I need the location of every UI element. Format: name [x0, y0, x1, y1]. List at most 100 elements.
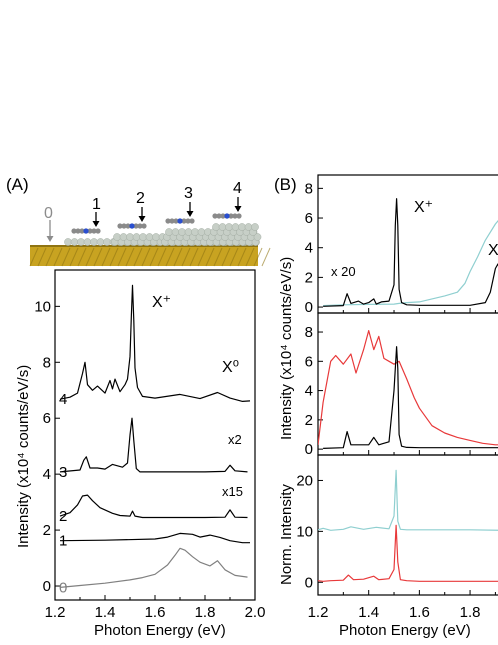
- molecule-atom: [75, 228, 81, 234]
- panel-b-x20-label: x 20: [331, 264, 356, 279]
- salt-atom: [171, 228, 180, 236]
- panel-a-x2-label: x2: [228, 432, 242, 447]
- panel-a-series-1: [59, 547, 248, 588]
- panel-a-x15-label: x15: [222, 484, 243, 499]
- molecule-atom: [121, 223, 127, 229]
- salt-atom: [83, 238, 92, 246]
- salt-atom: [126, 233, 134, 241]
- molecule-atom: [228, 213, 234, 219]
- molecule-atom: [125, 223, 131, 229]
- substrate-texture: [253, 247, 263, 267]
- substrate-texture: [141, 247, 151, 267]
- substrate-texture: [37, 247, 47, 267]
- panel-a-xtick-label: 1.6: [145, 604, 166, 621]
- panel-b-mid-series-1: [318, 330, 498, 446]
- substrate-texture: [133, 247, 143, 267]
- molecule-atom: [181, 218, 187, 224]
- molecule-atom: [216, 213, 222, 219]
- panel-a-ytick-label: 2: [43, 522, 51, 539]
- salt-atom: [90, 238, 98, 246]
- substrate-texture: [197, 247, 207, 267]
- panel-b-bot-ytick-label: 20: [296, 472, 313, 489]
- salt-atom: [139, 233, 147, 241]
- salt-atom: [178, 228, 186, 236]
- panel-b-bot-xtick-label: 1.8: [460, 604, 481, 621]
- molecule-atom: [91, 228, 97, 234]
- molecule-atom: [173, 218, 179, 224]
- panel-b-ylabel: Intensity (x10⁴ counts/eV/s): [278, 257, 295, 440]
- molecule-atom: [165, 218, 171, 224]
- panel-b-bot-xtick-label: 1.4: [358, 604, 379, 621]
- panel-a-series-4: [59, 417, 248, 473]
- molecule-center: [83, 228, 89, 234]
- salt-atom: [132, 233, 141, 241]
- molecule-atom: [95, 228, 101, 234]
- site-arrow-head: [92, 221, 100, 227]
- panel-b-mid-frame: [317, 312, 498, 456]
- panel-a-series-2: [59, 532, 250, 544]
- salt-atom: [225, 223, 233, 231]
- site-label: 0: [44, 205, 53, 222]
- substrate-texture: [45, 247, 55, 267]
- salt-atom: [251, 223, 259, 231]
- substrate-texture: [245, 247, 255, 267]
- panel-b-chart: 0 2 4 6 8 0 2 4 6 8 0 10 20 1.2 1.4 1.6 1.8 Photon Energ…: [278, 174, 498, 639]
- panel-b-bot-ytick-label: 10: [296, 523, 313, 540]
- site-label: 3: [184, 185, 193, 202]
- molecule-atom: [133, 223, 139, 229]
- salt-atom: [119, 233, 128, 241]
- panel-b-top-frame: [317, 174, 498, 314]
- salt-atom: [244, 223, 253, 231]
- substrate-texture: [213, 247, 223, 267]
- panel-a-frame: [54, 269, 256, 601]
- panel-b-mid-ytick-label: 8: [305, 324, 313, 341]
- molecule-atom: [117, 223, 123, 229]
- salt-atom: [165, 228, 173, 236]
- salt-atom: [77, 238, 85, 246]
- site-label: 4: [233, 180, 242, 197]
- panel-a-curve-label: 2: [59, 508, 67, 525]
- substrate-texture: [29, 247, 39, 267]
- substrate-texture: [157, 247, 167, 267]
- salt-atom: [231, 223, 240, 231]
- salt-atom: [184, 228, 193, 236]
- panel-b-top-ytick-label: 2: [305, 269, 313, 286]
- salt-atom: [197, 228, 206, 236]
- panel-b-top-ytick-label: 4: [305, 240, 313, 257]
- panel-b-top-ytick-label: 0: [305, 299, 313, 316]
- panel-a-ylabel: Intensity (x10⁴ counts/eV/s): [15, 365, 32, 548]
- panel-a-curve-label: 4: [59, 391, 67, 408]
- panel-b-mid-ytick-label: 6: [305, 353, 313, 370]
- substrate-texture: [229, 247, 239, 267]
- panel-a-series-3: [59, 494, 248, 519]
- panel-a-xtick-label: 1.4: [95, 604, 116, 621]
- site-label: 2: [136, 190, 145, 207]
- panel-b-bot-series-2: [318, 524, 498, 582]
- gold-substrate: [30, 246, 258, 266]
- molecule-atom: [87, 228, 93, 234]
- panel-b-x0-partial-label: X: [488, 242, 498, 259]
- panel-b-mid-ytick-label: 0: [305, 441, 313, 458]
- panel-b-bot-frame: [317, 454, 498, 596]
- panel-a-x0-label: X⁰: [222, 359, 239, 376]
- panel-b-mid-ytick-label: 4: [305, 383, 313, 400]
- substrate-texture: [221, 247, 231, 267]
- panel-a-ytick-label: 0: [43, 578, 51, 595]
- panel-a-xtick-label: 1.2: [45, 604, 66, 621]
- substrate-texture: [101, 247, 111, 267]
- molecule-atom: [79, 228, 85, 234]
- panel-b-top-ytick-label: 8: [305, 180, 313, 197]
- molecule-atom: [71, 228, 77, 234]
- molecule-atom: [185, 218, 191, 224]
- panel-a-xtick-label: 2.0: [245, 604, 266, 621]
- surface-schematic: 0 1 2 3 4: [29, 180, 271, 267]
- molecule-atom: [236, 213, 242, 219]
- panel-b-mid-series-2: [323, 346, 498, 449]
- molecule-atom: [141, 223, 147, 229]
- molecule-center: [177, 218, 183, 224]
- panel-a-ytick-label: 8: [43, 354, 51, 371]
- substrate-texture: [61, 247, 71, 267]
- molecule-atom: [212, 213, 218, 219]
- substrate-texture: [237, 247, 247, 267]
